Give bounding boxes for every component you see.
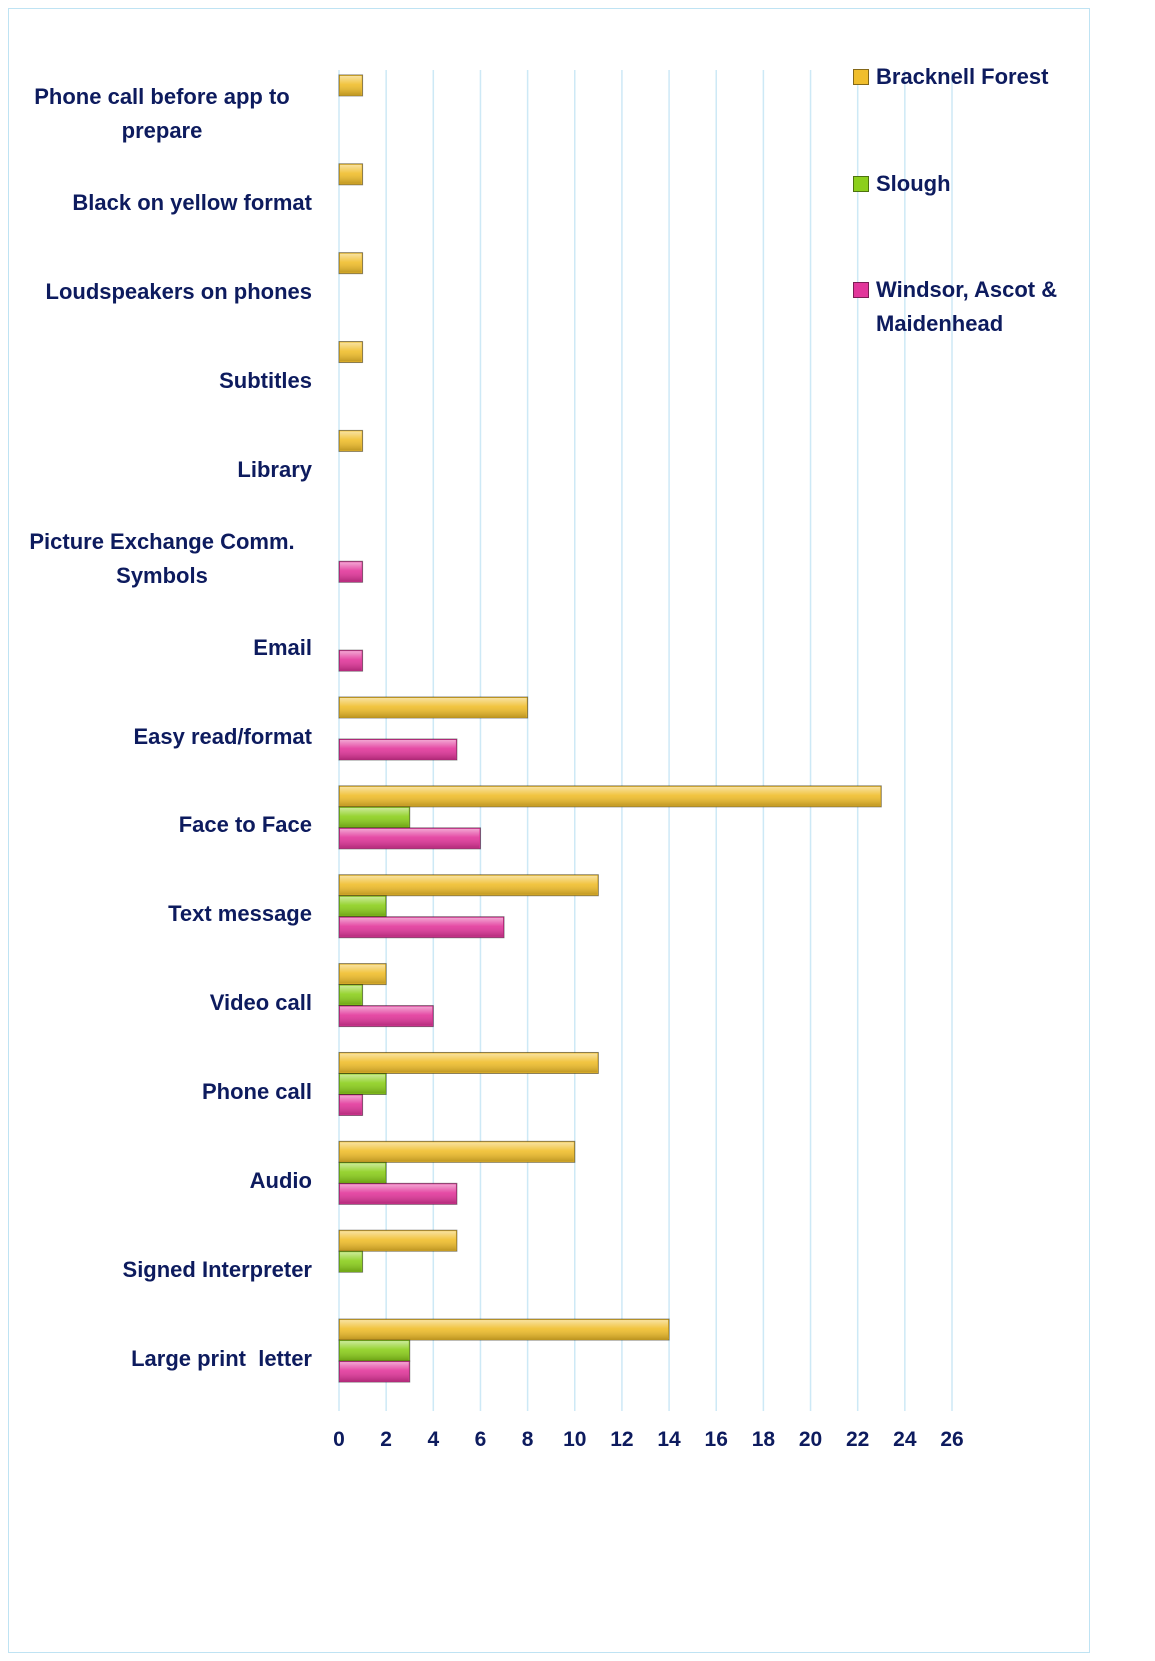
bar [338,1051,599,1074]
y-tick-label-box: Signed Interpreter [123,1230,312,1310]
y-tick-label: Library [237,456,312,482]
y-tick-label-box: Email [253,608,312,688]
y-tick-label-box: Black on yellow format [72,163,312,243]
bar [338,649,364,672]
bar [338,1318,670,1341]
x-tick-label: 22 [846,1428,870,1451]
y-tick-label: Phone call before app to prepare [34,84,296,144]
bar [338,1229,458,1252]
x-tick-label: 16 [704,1428,728,1451]
bar [338,1093,364,1116]
bar [338,1182,458,1205]
legend-label: Bracknell Forest [876,64,1049,89]
y-tick-label-box: Loudspeakers on phones [46,252,313,332]
x-tick-label: 6 [474,1428,487,1451]
legend-swatch [853,176,869,192]
bar [338,984,364,1007]
y-tick-label: Large print letter [131,1345,312,1371]
y-tick-label-box: Large print letter [131,1319,312,1399]
bar [338,1140,576,1163]
bar [338,963,387,986]
bar [338,916,505,939]
bar [338,1360,411,1383]
legend-label: Slough [876,171,951,196]
y-tick-label-box: Subtitles [219,341,312,421]
x-tick-label: 14 [657,1428,681,1451]
y-tick-label: Signed Interpreter [122,1256,312,1282]
bar [338,738,458,761]
y-tick-label-box: Audio [250,1141,312,1221]
y-tick-label: Phone call [201,1078,312,1104]
y-tick-label-box: Picture Exchange Comm. Symbols [12,519,312,599]
x-tick-label: 12 [610,1428,634,1451]
x-tick-label: 2 [380,1428,392,1451]
bar [338,560,364,583]
x-tick-label: 0 [333,1428,345,1451]
bar [338,341,364,364]
bar [338,429,364,452]
legend-item: Windsor, Ascot & Maidenhead [853,273,1066,341]
y-tick-label-box: Library [237,430,312,510]
x-tick-label: 8 [521,1428,534,1451]
bar [338,827,481,850]
y-tick-label: Black on yellow format [72,190,312,216]
y-tick-label: Easy read/format [133,723,312,749]
y-tick-label-box: Easy read/format [133,697,312,777]
legend-swatch [853,69,869,85]
bar [338,1161,387,1184]
bar [338,1250,364,1273]
bar [338,1072,387,1095]
y-tick-label: Picture Exchange Comm. Symbols [29,528,301,588]
y-tick-label: Email [253,634,312,660]
x-tick-label: 10 [563,1428,587,1451]
bar [338,895,387,918]
bar [338,1339,411,1362]
chart-frame [8,8,1090,1653]
x-tick-label: 26 [940,1428,964,1451]
x-tick-label: 24 [893,1428,917,1451]
y-tick-label: Audio [249,1167,312,1193]
x-tick-label: 18 [751,1428,776,1451]
y-tick-label-box: Text message [168,874,312,954]
y-tick-label: Loudspeakers on phones [45,279,313,305]
bar [338,806,411,829]
y-tick-label-box: Phone call before app to prepare [12,74,312,154]
y-tick-label-box: Video call [210,963,312,1043]
y-tick-label-box: Phone call [202,1052,312,1132]
bar [338,696,529,719]
y-tick-label-box: Face to Face [179,785,312,865]
bar [338,874,599,897]
legend-swatch [853,282,869,298]
bar [338,785,882,808]
bar [338,74,364,97]
y-tick-label: Subtitles [219,368,312,394]
bar [338,163,364,186]
y-tick-label: Text message [168,901,312,927]
x-tick-label: 4 [427,1428,440,1451]
bar [338,1005,434,1028]
legend-label: Windsor, Ascot & Maidenhead [876,277,1058,336]
legend-item: Slough [853,167,951,201]
y-tick-label: Video call [209,990,312,1016]
legend-item: Bracknell Forest [853,60,1048,94]
x-tick-label: 20 [798,1428,823,1451]
y-tick-label: Face to Face [178,812,312,838]
bar [338,252,364,275]
